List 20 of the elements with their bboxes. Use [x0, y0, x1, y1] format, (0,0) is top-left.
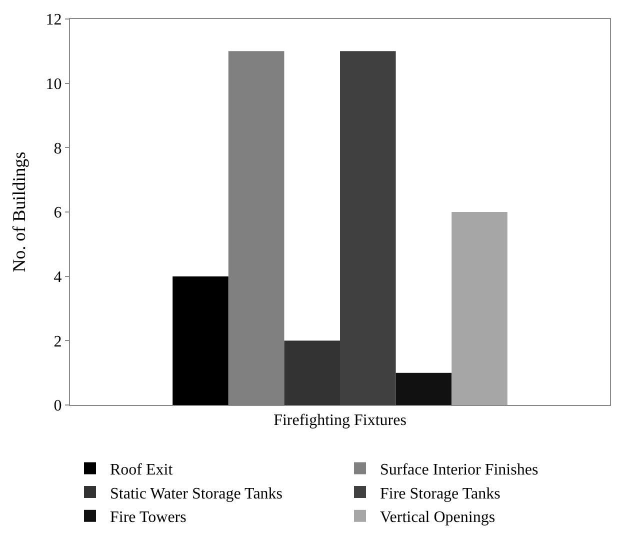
legend-label: Fire Towers — [110, 509, 186, 526]
y-tick-label: 2 — [54, 333, 62, 350]
legend-label: Roof Exit — [110, 461, 174, 478]
legend-label: Surface Interior Finishes — [380, 461, 538, 478]
bar — [340, 51, 396, 405]
x-tick-label: Firefighting Fixtures — [274, 412, 406, 430]
legend-label: Vertical Openings — [380, 509, 496, 526]
y-axis-title: No. of Buildings — [9, 152, 29, 272]
legend-label: Static Water Storage Tanks — [110, 485, 283, 502]
legend-label: Fire Storage Tanks — [380, 485, 500, 502]
y-tick-label: 10 — [46, 76, 62, 93]
bar — [284, 340, 340, 405]
bar — [396, 372, 452, 405]
bar — [172, 276, 228, 405]
y-tick-label: 4 — [54, 268, 62, 286]
y-tick-label: 0 — [54, 398, 62, 415]
y-tick-label: 6 — [54, 204, 62, 222]
y-tick-label: 12 — [46, 12, 62, 29]
bar — [452, 212, 508, 405]
y-tick-label: 8 — [54, 140, 62, 158]
